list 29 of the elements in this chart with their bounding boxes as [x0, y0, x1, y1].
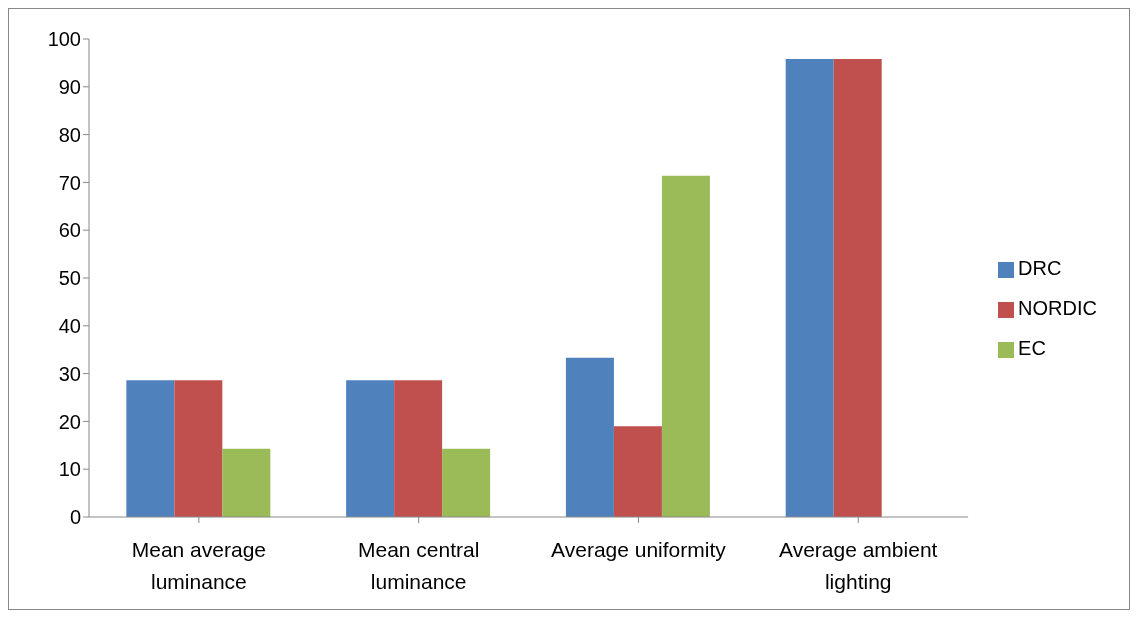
bar: [442, 448, 491, 517]
bar: [785, 59, 834, 517]
x-tick-label: Mean average luminance: [131, 538, 267, 593]
y-tick-label: 80: [58, 123, 81, 146]
bar: [126, 380, 175, 517]
y-tick-label: 30: [58, 362, 81, 385]
bar: [394, 380, 443, 517]
y-tick-label: 70: [58, 171, 81, 194]
legend-label: EC: [1018, 337, 1046, 359]
bar: [833, 59, 882, 517]
y-tick-label: 50: [58, 267, 81, 290]
bar: [613, 426, 662, 517]
y-tick-label: 20: [58, 410, 81, 433]
bar: [222, 448, 271, 517]
legend-label: NORDIC: [1018, 297, 1097, 319]
y-tick-label: 10: [58, 458, 81, 481]
y-tick-label: 0: [69, 506, 81, 529]
y-tick-label: 90: [58, 75, 81, 98]
bar: [565, 357, 614, 517]
y-tick-label: 100: [47, 28, 81, 51]
x-tick-label: Average uniformity: [551, 538, 727, 561]
legend-label: DRC: [1018, 257, 1062, 279]
x-tick-label: Average ambient lighting: [779, 538, 938, 593]
y-tick-label: 40: [58, 314, 81, 337]
bar: [174, 380, 223, 517]
bar: [346, 380, 395, 517]
x-tick-label: Mean central luminance: [357, 538, 480, 593]
y-tick-label: 60: [58, 219, 81, 242]
bar: [661, 175, 710, 517]
